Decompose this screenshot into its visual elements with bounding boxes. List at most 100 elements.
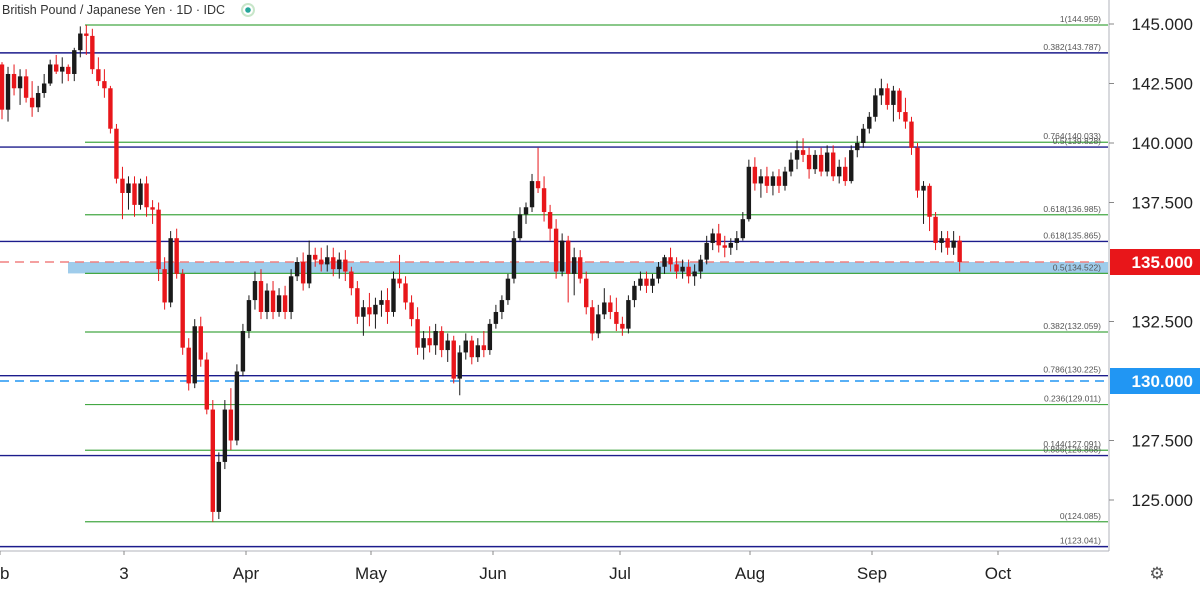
candle: [547, 204, 553, 241]
candle-body: [258, 281, 264, 312]
candle-body: [843, 166, 848, 182]
candle: [234, 364, 240, 446]
time-axis[interactable]: eb 3 Apr May Jun Jul Aug Sep Oct ⚙: [0, 550, 1200, 587]
candle-body: [903, 112, 908, 122]
candle-body: [728, 242, 733, 248]
fib-label-navy: 0.618(135.865): [1043, 230, 1101, 240]
candle-body: [626, 300, 631, 329]
time-tick-label: May: [355, 564, 388, 583]
candle-body: [41, 83, 47, 94]
candle-body: [47, 64, 53, 84]
candle-body: [650, 278, 655, 286]
candle: [246, 295, 252, 339]
candle-body: [114, 128, 119, 179]
candle-body: [252, 281, 258, 301]
gear-icon[interactable]: ⚙: [1149, 564, 1164, 583]
candle-body: [493, 311, 499, 324]
price-tick-label: 142.500: [1132, 75, 1193, 94]
candle-body: [66, 66, 71, 74]
candle: [312, 247, 318, 267]
candle: [861, 123, 866, 148]
candles-layer: [0, 24, 962, 522]
candle: [451, 335, 456, 384]
candle-body: [764, 176, 770, 186]
candle: [668, 247, 673, 272]
candle-body: [836, 166, 842, 177]
price-axis[interactable]: 125.000 127.500 132.500 137.500 140.000 142.5…: [1108, 0, 1200, 551]
candle: [252, 271, 258, 310]
candle: [885, 83, 890, 110]
candle: [41, 73, 47, 98]
candle: [782, 166, 788, 191]
candle: [222, 400, 228, 470]
fib-label-green: 0.764(140.033): [1043, 131, 1101, 141]
candle: [361, 300, 366, 336]
candle: [487, 319, 493, 355]
candle-body: [204, 359, 209, 410]
candle: [951, 231, 956, 255]
candle-body: [409, 302, 414, 320]
candle-body: [216, 461, 222, 512]
candle-body: [812, 154, 818, 170]
price-badge-background: [1110, 368, 1200, 394]
time-axis-background: [0, 551, 1200, 587]
candle: [282, 285, 288, 320]
candle: [306, 240, 312, 289]
candle: [132, 176, 137, 217]
candle-body: [818, 154, 824, 172]
candle-body: [162, 269, 167, 303]
candle: [475, 338, 481, 362]
candle: [505, 273, 511, 305]
candle-body: [78, 33, 83, 51]
candle: [836, 159, 842, 184]
time-tick-label: 3: [119, 564, 128, 583]
candle: [632, 281, 637, 308]
candle-body: [138, 183, 143, 205]
candle: [210, 400, 216, 522]
fib-label-green: 0.5(134.522): [1053, 262, 1101, 272]
candle: [620, 316, 625, 336]
candle: [29, 81, 35, 117]
candle-body: [282, 295, 288, 312]
candle: [939, 231, 944, 253]
candle-body: [29, 97, 35, 108]
candle-body: [174, 238, 179, 274]
candle: [114, 123, 119, 184]
candle-body: [90, 35, 95, 70]
candle-body: [337, 259, 342, 270]
candle-body: [800, 150, 806, 155]
candle: [294, 257, 300, 282]
candle-body: [379, 300, 384, 305]
candle: [174, 228, 179, 279]
candle: [373, 297, 378, 329]
candle: [855, 135, 860, 158]
candle: [608, 295, 613, 320]
candle: [102, 69, 107, 98]
candle-body: [361, 307, 366, 317]
candle: [264, 283, 270, 320]
candle-body: [849, 150, 854, 182]
candle-body: [662, 257, 667, 267]
candle: [752, 157, 758, 191]
candle-body: [584, 278, 589, 308]
candle: [409, 295, 414, 327]
candle: [945, 231, 950, 255]
candle: [349, 266, 354, 296]
candle-body: [108, 88, 113, 129]
price-badges-layer: 135.000 130.000: [1110, 249, 1200, 394]
candle-body: [487, 323, 493, 351]
candle-body: [855, 143, 860, 151]
candle: [553, 219, 559, 279]
candle: [602, 288, 607, 320]
candle-body: [367, 307, 372, 315]
candle: [78, 26, 83, 58]
candle: [806, 147, 812, 179]
candle-body: [349, 271, 354, 289]
fib-label-green: 0.382(132.059): [1043, 321, 1101, 331]
candle-body: [535, 181, 541, 189]
candle: [186, 338, 191, 391]
fib-label-navy: 1(123.041): [1060, 536, 1101, 546]
candle: [722, 235, 727, 258]
